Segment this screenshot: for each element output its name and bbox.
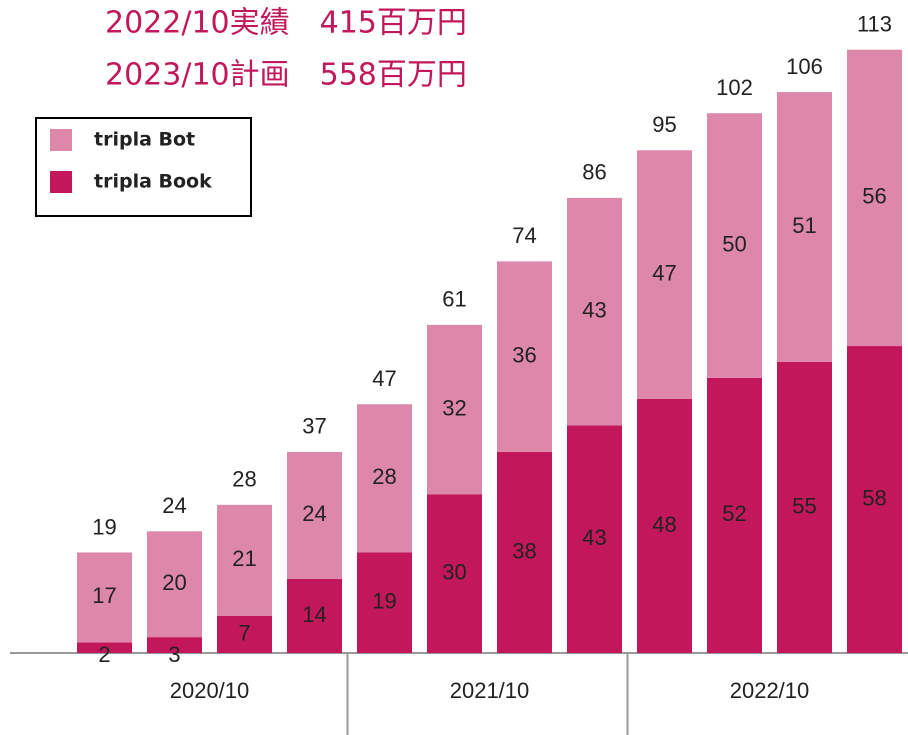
group-label: 2021/10 [450,678,530,703]
total-label: 113 [857,12,892,37]
bar-segment [707,377,762,653]
bar-segment [287,451,342,579]
bar-segment [147,531,202,638]
value-label: 14 [302,602,326,627]
group-label: 2022/10 [730,678,810,703]
total-label: 47 [372,366,396,391]
bar-segment [147,637,202,653]
bar-segment [497,261,552,452]
value-label: 32 [442,395,466,420]
bar-segment [847,49,902,347]
total-label: 24 [162,493,186,518]
value-label: 50 [722,231,746,256]
bar-segment [287,578,342,653]
bar-segment [707,113,762,378]
bar-segment [357,552,412,653]
bar-segment [637,398,692,653]
bar-segment [217,615,272,653]
value-label: 21 [232,546,256,571]
bar-segment [427,494,482,653]
bar-segment [567,425,622,653]
bar-segment [777,92,832,362]
value-label: 43 [582,525,606,550]
value-label: 30 [442,559,466,584]
value-label: 47 [652,260,676,285]
bar-segment [777,361,832,653]
value-label: 51 [792,213,816,238]
value-label: 19 [372,589,396,614]
total-label: 37 [302,414,326,439]
value-label: 43 [582,297,606,322]
bar-segment [497,451,552,653]
value-label: 55 [792,493,816,518]
title-line: 2023/10計画 558百万円 [105,58,467,93]
value-label: 58 [862,485,886,510]
bar-segment [637,150,692,399]
value-label: 20 [162,570,186,595]
title-line: 2022/10実績 415百万円 [105,6,467,41]
legend-label: tripla Book [94,171,212,193]
total-label: 106 [786,54,823,79]
total-label: 102 [716,75,753,100]
value-label: 2 [98,642,110,667]
bar-segment [217,504,272,616]
bar-segment [847,346,902,653]
value-label: 56 [862,184,886,209]
total-label: 61 [442,287,466,312]
value-label: 17 [92,583,116,608]
total-label: 86 [582,160,606,185]
value-label: 36 [512,342,536,367]
total-label: 74 [512,223,536,248]
group-label: 2020/10 [170,678,250,703]
legend-swatch [50,129,72,151]
value-label: 28 [372,464,396,489]
bar-segment [77,552,132,643]
total-label: 19 [92,514,116,539]
bar-segment [567,197,622,426]
legend-swatch [50,171,72,193]
value-label: 24 [302,501,326,526]
value-label: 38 [512,538,536,563]
bar-segment [427,324,482,495]
legend-label: tripla Bot [94,129,195,151]
total-label: 28 [232,467,256,492]
value-label: 48 [652,512,676,537]
total-label: 95 [652,112,676,137]
value-label: 7 [238,620,250,645]
value-label: 3 [168,642,180,667]
bar-segment [357,404,412,553]
bar-segment [77,642,132,653]
value-label: 52 [722,501,746,526]
